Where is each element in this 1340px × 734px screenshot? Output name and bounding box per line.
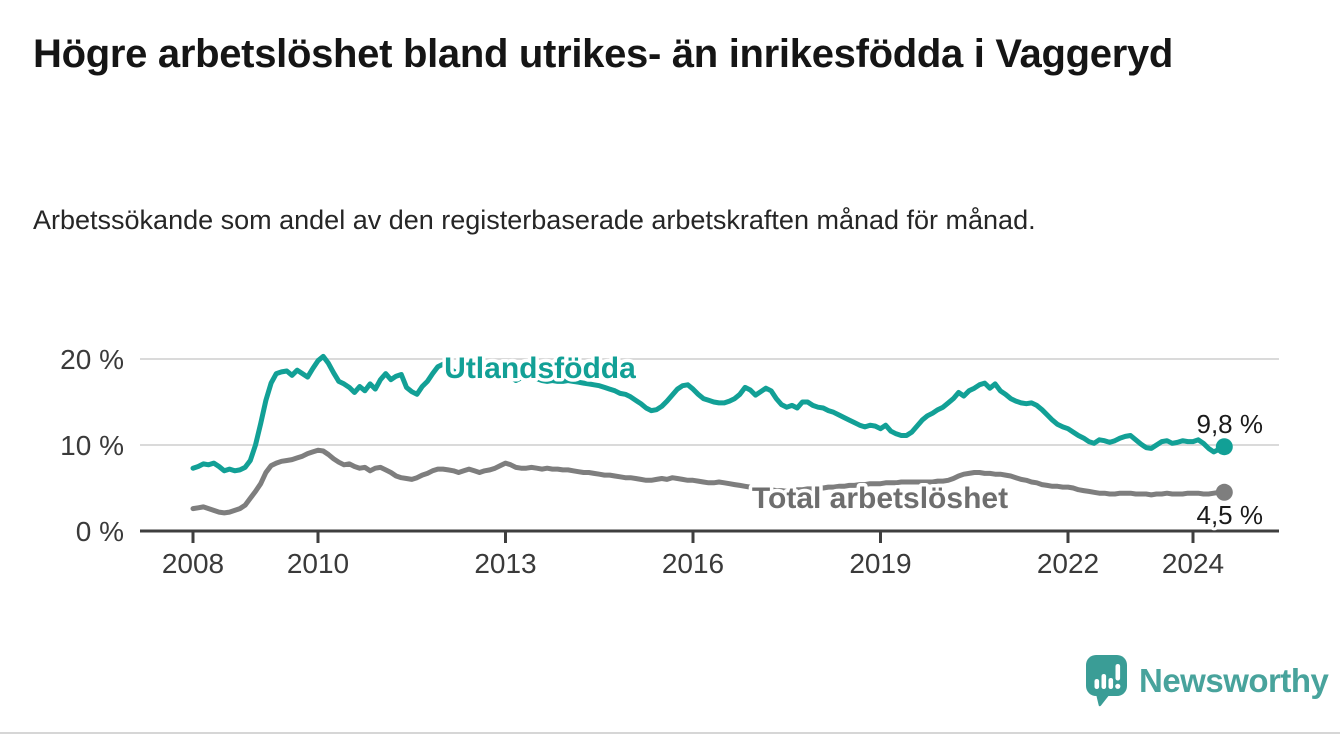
end-value-label-utlandsf-dda: 9,8 %: [1197, 409, 1264, 439]
end-value-label-total-arbetsl-shet: 4,5 %: [1197, 500, 1264, 530]
y-axis-label-20: 20 %: [60, 344, 124, 375]
series-line-total-arbetsl-shet: [190, 447, 1227, 516]
x-axis-label-2008: 2008: [162, 548, 224, 579]
series-label-total-arbetsl-shet: Total arbetslöshet: [752, 482, 1008, 515]
x-axis-label-2019: 2019: [849, 548, 911, 579]
x-axis-label-2013: 2013: [474, 548, 536, 579]
page-subtitle: Arbetssökande som andel av den registerb…: [33, 205, 1036, 235]
series-end-dot-utlandsf-dda: [1215, 438, 1233, 456]
x-axis-label-2016: 2016: [662, 548, 724, 579]
series-end-dot-total-arbetsl-shet: [1215, 483, 1233, 501]
newsworthy-logo: Newsworthy: [1085, 654, 1329, 707]
x-axis-label-2010: 2010: [287, 548, 349, 579]
brand-name: Newsworthy: [1139, 661, 1329, 699]
y-axis-label-0: 0 %: [76, 516, 124, 547]
page-title: Högre arbetslöshet bland utrikes- än inr…: [33, 32, 1174, 76]
y-axis-label-10: 10 %: [60, 430, 124, 461]
series-line-utlandsf-dda: [190, 353, 1227, 474]
x-axis-label-2024: 2024: [1162, 548, 1224, 579]
x-axis-label-2022: 2022: [1037, 548, 1099, 579]
newsworthy-speech-bubble-chart-icon: [1086, 655, 1127, 707]
series-label-utlandsf-dda: Utlandsfödda: [444, 352, 636, 385]
